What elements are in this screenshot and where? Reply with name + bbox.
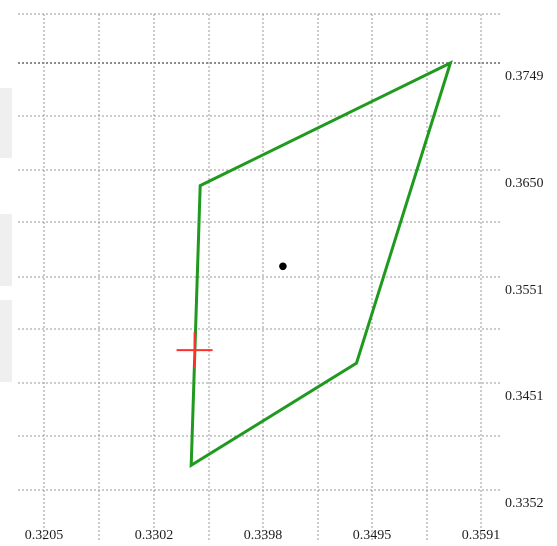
left-edge-fade-top: [0, 88, 12, 158]
grid-layer: [18, 13, 500, 542]
polygon-series-0: [189, 60, 453, 469]
y-tick-label-0: 0.3749: [505, 69, 544, 84]
x-tick-label-0: 0.3205: [25, 528, 64, 543]
x-tick-label-4: 0.3591: [462, 528, 501, 543]
x-tick-label-3: 0.3495: [353, 528, 392, 543]
x-tick-label-1: 0.3302: [135, 528, 174, 543]
left-edge-fade-bottom: [0, 300, 12, 382]
center-point-0: [279, 262, 287, 271]
y-tick-label-4: 0.3352: [505, 496, 544, 511]
y-tick-label-1: 0.3650: [505, 176, 544, 191]
y-tick-label-2: 0.3551: [505, 283, 544, 298]
left-edge-fade-middle: [0, 214, 12, 286]
cross-marker-0: [176, 332, 213, 369]
x-tick-label-2: 0.3398: [244, 528, 283, 543]
background-layer: [0, 88, 12, 382]
data-layer: [176, 60, 453, 469]
y-tick-label-3: 0.3451: [505, 389, 544, 404]
tick-label-layer: 0.3205 0.3302 0.3398 0.3495 0.3591 0.3749 0.36…: [25, 69, 544, 543]
